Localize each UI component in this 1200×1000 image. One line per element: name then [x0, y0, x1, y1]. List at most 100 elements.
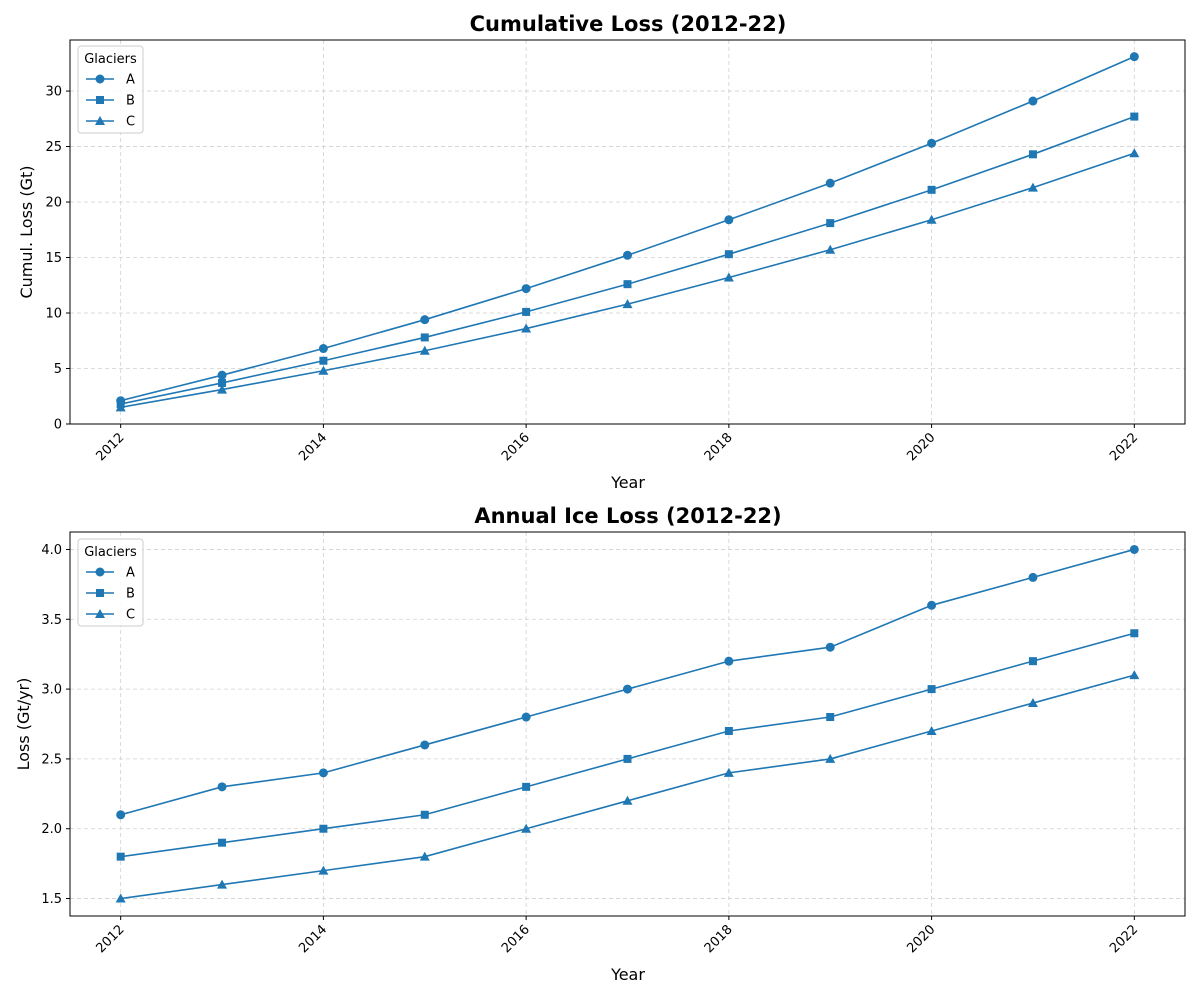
data-point — [926, 214, 937, 224]
y-tick-label: 3.0 — [41, 683, 62, 698]
data-point — [1028, 572, 1038, 582]
data-point — [1130, 112, 1139, 121]
data-point — [825, 642, 835, 652]
data-point — [420, 333, 429, 342]
x-axis-label: Year — [610, 473, 645, 492]
data-point — [826, 713, 835, 722]
data-point — [623, 684, 632, 694]
legend-item-A: A — [86, 566, 135, 581]
legend-box — [77, 538, 144, 627]
data-point — [420, 315, 430, 325]
data-point — [1027, 698, 1038, 708]
legend-box — [77, 45, 144, 134]
data-point — [116, 852, 125, 861]
y-tick-label: 3.5 — [41, 613, 62, 628]
legend-title: Glaciers — [84, 545, 137, 560]
y-tick-label: 5 — [54, 362, 62, 377]
data-point — [1028, 96, 1038, 106]
data-point — [623, 280, 632, 289]
y-tick-label: 25 — [45, 140, 62, 155]
data-point — [623, 250, 632, 260]
data-point — [724, 726, 733, 735]
y-tick-label: 15 — [45, 251, 62, 266]
legend-label: B — [126, 94, 135, 109]
legend-marker — [95, 609, 105, 618]
y-tick-label: 1.5 — [41, 892, 62, 907]
data-point — [217, 782, 227, 792]
data-point — [1129, 670, 1140, 680]
data-point — [217, 879, 228, 889]
y-tick-label: 20 — [45, 196, 62, 211]
plot-frame — [69, 39, 1186, 425]
data-point — [318, 768, 328, 778]
legend-item-B: B — [86, 94, 135, 109]
data-point — [217, 384, 228, 394]
y-tick-label: 0 — [54, 418, 62, 433]
data-point — [1129, 148, 1140, 158]
data-point — [521, 712, 531, 722]
legend-marker — [96, 96, 104, 104]
legend-marker — [96, 589, 104, 597]
data-point — [1028, 657, 1037, 666]
legend-title: Glaciers — [84, 52, 137, 67]
data-point — [318, 344, 328, 354]
data-point — [522, 307, 531, 316]
y-axis-label: Cumul. Loss (Gt) — [17, 166, 36, 299]
data-point — [319, 824, 328, 833]
series-C — [115, 670, 1140, 903]
data-point — [521, 823, 532, 833]
series-B — [116, 629, 1139, 861]
data-point — [419, 851, 430, 861]
y-tick-label: 10 — [45, 307, 62, 322]
cumulative-loss-chart: Cumulative Loss (2012-22) Year Cumul. Lo… — [17, 12, 1186, 492]
data-point — [1027, 182, 1038, 192]
data-point — [217, 370, 227, 380]
legend-item-B: B — [86, 587, 135, 602]
data-point — [1129, 52, 1139, 62]
legend-label: A — [126, 566, 135, 581]
x-axis-label: Year — [610, 965, 645, 984]
data-point — [623, 754, 632, 763]
legend: Glaciers ABC — [77, 45, 144, 134]
y-tick-label: 2.5 — [41, 752, 62, 767]
chart-title: Annual Ice Loss (2012-22) — [474, 504, 781, 528]
data-point — [926, 725, 937, 735]
series-C — [115, 148, 1140, 412]
data-point — [622, 299, 633, 309]
data-point — [1028, 150, 1037, 159]
data-point — [724, 656, 734, 666]
grid — [70, 532, 1185, 916]
legend-label: B — [126, 587, 135, 602]
data-point — [826, 219, 835, 228]
data-point — [420, 740, 430, 750]
data-point — [318, 865, 329, 875]
data-point — [927, 685, 936, 694]
y-tick-label: 2.0 — [41, 822, 62, 837]
data-point — [420, 810, 429, 819]
data-point — [927, 600, 937, 610]
data-point — [622, 795, 633, 805]
data-point — [115, 402, 126, 412]
data-point — [218, 838, 227, 847]
y-axis-label: Loss (Gt/yr) — [14, 678, 33, 771]
legend-item-C: C — [86, 608, 135, 623]
chart-title: Cumulative Loss (2012-22) — [470, 12, 787, 36]
plot-frame — [69, 531, 1186, 917]
legend: Glaciers ABC — [77, 538, 144, 627]
data-point — [723, 767, 734, 777]
data-point — [521, 284, 531, 294]
data-point — [1130, 629, 1139, 638]
series-group — [115, 544, 1140, 903]
data-point — [927, 185, 936, 194]
data-point — [825, 244, 836, 254]
data-point — [521, 323, 532, 333]
data-point — [319, 356, 328, 365]
data-point — [825, 753, 836, 763]
data-point — [318, 365, 329, 375]
legend-label: C — [126, 608, 135, 623]
series-group — [115, 52, 1140, 412]
series-A — [116, 544, 1139, 820]
legend-marker — [95, 116, 105, 125]
